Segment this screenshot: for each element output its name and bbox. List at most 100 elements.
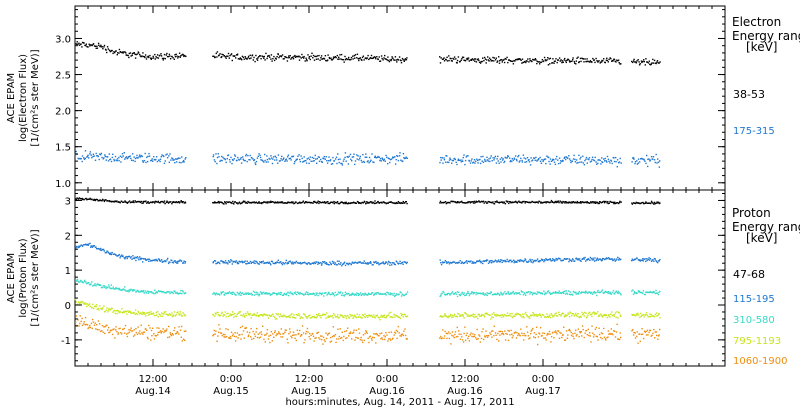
data-point xyxy=(80,279,82,282)
data-point xyxy=(285,56,287,59)
data-point xyxy=(163,260,165,263)
data-point xyxy=(366,262,369,264)
data-point xyxy=(298,262,300,264)
data-point xyxy=(647,158,649,161)
data-point xyxy=(157,200,160,203)
data-point xyxy=(178,312,180,315)
data-point xyxy=(172,262,175,264)
data-point xyxy=(501,159,504,161)
data-point xyxy=(180,315,183,317)
data-point xyxy=(219,262,221,265)
data-point xyxy=(116,54,118,56)
data-point xyxy=(296,55,298,58)
data-point xyxy=(639,260,642,262)
data-point xyxy=(212,293,214,295)
data-point xyxy=(385,332,387,334)
data-point xyxy=(278,316,281,318)
data-point xyxy=(480,292,482,295)
data-point xyxy=(255,331,257,333)
data-point xyxy=(591,61,593,63)
data-point xyxy=(384,336,386,338)
data-point xyxy=(219,314,222,317)
data-point xyxy=(181,201,183,203)
data-point xyxy=(474,313,476,316)
data-point xyxy=(465,261,467,263)
data-point xyxy=(253,313,255,315)
data-point xyxy=(309,317,311,319)
data-point xyxy=(79,301,81,304)
data-point xyxy=(546,59,548,61)
data-point xyxy=(457,201,459,203)
data-point xyxy=(340,201,342,203)
data-point xyxy=(308,201,310,204)
data-point xyxy=(382,315,384,317)
data-point xyxy=(607,158,610,160)
data-point xyxy=(344,330,346,333)
data-point xyxy=(451,60,453,62)
data-point xyxy=(350,58,352,61)
data-point xyxy=(130,159,133,161)
data-point xyxy=(475,160,477,162)
data-point xyxy=(636,335,638,338)
data-point xyxy=(343,158,345,160)
data-point xyxy=(122,52,124,54)
data-point xyxy=(487,160,489,162)
data-point xyxy=(311,52,313,54)
data-point xyxy=(123,152,125,154)
data-point xyxy=(579,158,581,160)
data-point xyxy=(102,248,105,251)
data-point xyxy=(124,324,127,327)
data-point xyxy=(389,293,392,296)
data-point xyxy=(372,316,374,318)
data-point xyxy=(362,293,365,295)
data-point xyxy=(404,313,406,316)
data-point xyxy=(487,292,489,295)
data-point xyxy=(165,292,167,294)
x-tick-date-label: Aug.15 xyxy=(213,386,248,397)
data-point xyxy=(458,291,460,294)
data-point xyxy=(460,59,462,61)
data-point xyxy=(179,201,181,203)
data-point xyxy=(316,158,318,160)
data-point xyxy=(482,328,484,330)
data-point xyxy=(128,331,131,333)
data-point xyxy=(183,330,186,333)
data-point xyxy=(531,314,533,316)
data-point xyxy=(344,291,347,293)
data-point xyxy=(375,332,378,335)
data-point xyxy=(178,260,180,262)
data-point xyxy=(365,262,367,264)
data-point xyxy=(358,314,361,316)
data-point xyxy=(356,158,358,160)
data-point xyxy=(109,253,111,255)
data-point xyxy=(611,162,613,165)
data-point xyxy=(487,313,489,316)
data-point xyxy=(607,291,609,293)
data-point xyxy=(312,54,315,57)
data-point xyxy=(287,57,289,59)
data-point xyxy=(527,291,529,293)
data-point xyxy=(334,316,337,318)
data-point xyxy=(461,339,464,341)
data-point xyxy=(568,155,570,157)
data-point xyxy=(582,162,585,164)
data-point xyxy=(104,325,106,328)
data-point xyxy=(117,52,119,54)
data-point xyxy=(380,262,382,264)
data-point xyxy=(282,294,284,296)
data-point xyxy=(528,61,530,63)
data-point xyxy=(570,60,572,63)
data-point xyxy=(307,54,309,56)
data-point xyxy=(241,201,244,203)
data-point xyxy=(153,156,155,158)
data-point xyxy=(316,316,318,318)
data-point xyxy=(134,289,136,291)
data-point xyxy=(212,155,214,158)
data-point xyxy=(324,158,326,160)
data-point xyxy=(600,332,603,334)
data-point xyxy=(354,57,356,59)
data-point xyxy=(561,61,563,64)
data-point xyxy=(164,330,166,332)
data-point xyxy=(613,330,616,332)
